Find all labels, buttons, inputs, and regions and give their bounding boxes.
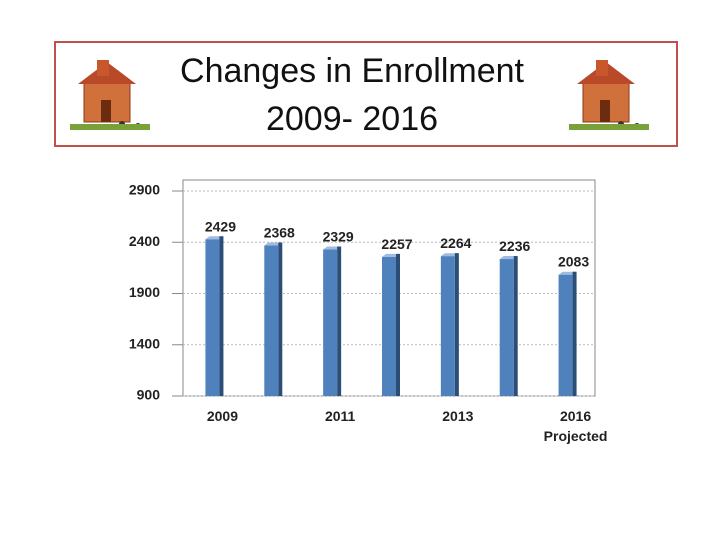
x-tick-label: 2013 [442, 408, 473, 424]
x-tick-label: 2016 [560, 408, 591, 424]
value-label: 2329 [323, 229, 354, 245]
bar-side [278, 242, 283, 396]
bar-side [337, 246, 342, 396]
value-label: 2429 [205, 218, 236, 234]
value-label: 2368 [264, 225, 295, 241]
bar-top [382, 253, 400, 257]
y-tick-label: 1400 [129, 335, 160, 351]
bar-top [323, 246, 342, 250]
school-icon-left [70, 60, 150, 130]
school-icon-right [569, 60, 649, 130]
x-tick-label: 2011 [325, 408, 356, 424]
y-tick-label: 2400 [129, 233, 160, 249]
chart-title: 2009- 2016 [266, 100, 438, 138]
bar-top [558, 271, 577, 275]
bar [558, 274, 573, 396]
bar-top [264, 242, 283, 246]
bar-side [396, 253, 400, 396]
chart-title: Changes in Enrollment [180, 52, 525, 90]
bar-top [440, 253, 459, 257]
bar [264, 245, 279, 396]
value-label: 2083 [558, 254, 589, 270]
x-tick-label: 2009 [207, 408, 238, 424]
x-tick-note: Projected [544, 428, 608, 444]
y-tick-label: 2900 [129, 182, 160, 198]
bar-side [219, 236, 224, 396]
y-tick-label: 900 [137, 387, 161, 403]
bar [382, 256, 396, 396]
bar-top [499, 256, 518, 260]
bar-side [513, 256, 518, 396]
bar [499, 259, 514, 396]
bar-side [572, 271, 577, 396]
bar-top [205, 236, 224, 240]
value-label: 2264 [440, 235, 471, 251]
value-label: 2257 [381, 236, 412, 252]
value-label: 2236 [499, 238, 530, 254]
bar-side [454, 253, 459, 396]
bar [205, 239, 220, 396]
bar [323, 249, 338, 396]
y-tick-label: 1900 [129, 284, 160, 300]
bar [440, 256, 455, 396]
